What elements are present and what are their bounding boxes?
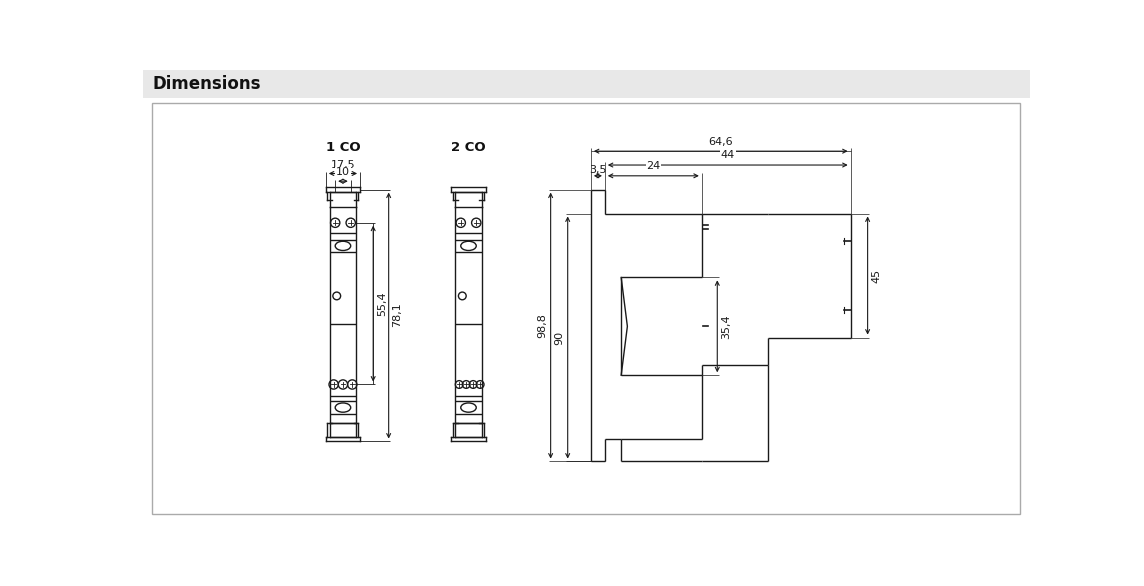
- Text: 64,6: 64,6: [708, 137, 733, 146]
- Text: 98,8: 98,8: [537, 313, 547, 338]
- Ellipse shape: [335, 403, 351, 412]
- Text: 90: 90: [554, 331, 564, 345]
- Text: 1 CO: 1 CO: [326, 141, 360, 154]
- Bar: [143, 70, 1030, 98]
- Text: 17,5: 17,5: [331, 159, 356, 170]
- Text: Dimensions: Dimensions: [152, 75, 261, 93]
- Text: 35,4: 35,4: [721, 314, 731, 339]
- Text: 10: 10: [336, 168, 350, 178]
- Text: 45: 45: [872, 268, 882, 282]
- Text: 44: 44: [721, 151, 734, 161]
- Ellipse shape: [335, 241, 351, 250]
- Ellipse shape: [461, 403, 476, 412]
- Text: 55,4: 55,4: [378, 291, 387, 316]
- Text: 2 CO: 2 CO: [451, 141, 486, 154]
- Text: 24: 24: [646, 161, 660, 171]
- Text: 78,1: 78,1: [392, 302, 403, 327]
- Ellipse shape: [461, 241, 476, 250]
- Text: 3,5: 3,5: [589, 165, 606, 175]
